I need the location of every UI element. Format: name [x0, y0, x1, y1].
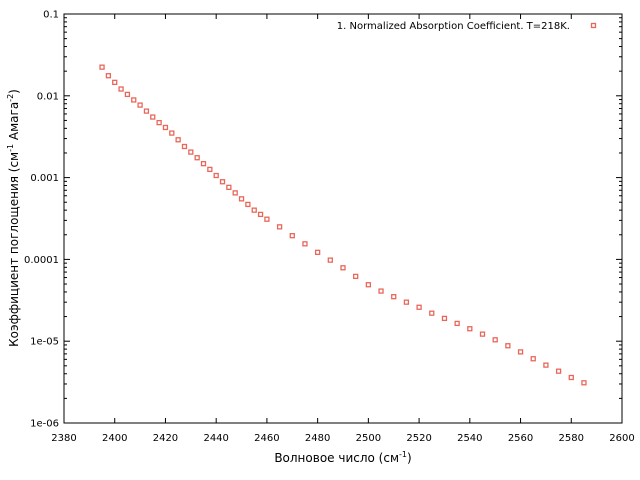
- y-axis-label: Коэффициент поглощения (см-1 Амага-2): [6, 89, 21, 347]
- data-point: [257, 211, 264, 218]
- data-point: [365, 282, 372, 288]
- axis-tick-labels: 2380 2400 2420 2440 2460 2480 2500 2520 2540 2560…: [24, 10, 635, 445]
- data-point: [112, 79, 118, 86]
- x-tick-label: 2520: [406, 433, 431, 444]
- data-point: [403, 299, 410, 305]
- x-axis-label-end: ): [407, 451, 412, 465]
- y-tick-label: 1e-06: [30, 419, 59, 430]
- data-point: [99, 64, 105, 70]
- plot-frame: [63, 13, 623, 424]
- data-point: [378, 288, 384, 294]
- y-tick-label: 1e-05: [30, 337, 59, 348]
- legend-marker: [590, 22, 597, 29]
- data-point: [226, 184, 232, 190]
- y-axis-label-text: Коэффициент поглощения (см: [7, 152, 21, 347]
- data-point: [156, 119, 162, 126]
- data-point: [276, 224, 283, 230]
- data-point: [150, 114, 156, 120]
- data-series: [99, 64, 587, 386]
- y-axis-label-sup2: -2: [6, 94, 15, 102]
- data-point: [143, 108, 150, 114]
- data-point: [467, 326, 473, 332]
- x-tick-label: 2440: [203, 433, 228, 444]
- data-point: [238, 196, 245, 202]
- data-point: [289, 233, 295, 239]
- data-point: [429, 310, 435, 316]
- x-axis-label-text: Волновое число (см: [274, 451, 399, 465]
- x-tick-label: 2460: [254, 433, 279, 444]
- data-point: [517, 349, 524, 355]
- data-point: [353, 273, 359, 280]
- data-point: [314, 249, 321, 255]
- data-point: [568, 374, 574, 381]
- data-point: [188, 149, 194, 155]
- axis-ticks: [63, 13, 623, 424]
- data-point: [200, 161, 207, 167]
- data-point: [555, 368, 562, 374]
- data-point: [327, 257, 333, 263]
- data-point: [118, 86, 124, 92]
- data-point: [232, 190, 238, 196]
- data-point: [492, 337, 498, 343]
- x-tick-label: 2420: [153, 433, 178, 444]
- x-tick-label: 2400: [102, 433, 127, 444]
- data-point: [530, 356, 536, 362]
- data-point: [181, 143, 188, 150]
- data-point: [441, 315, 448, 322]
- y-axis-label-sup1: -1: [6, 144, 15, 152]
- data-point: [207, 166, 213, 173]
- data-point: [302, 241, 308, 247]
- data-point: [340, 265, 346, 271]
- x-axis-label-sup: -1: [399, 450, 407, 459]
- data-point: [137, 102, 143, 108]
- data-point: [213, 172, 219, 179]
- y-axis-label-mid: Амага: [7, 102, 21, 144]
- x-tick-label: 2380: [51, 433, 76, 444]
- data-point: [454, 320, 460, 327]
- data-point: [264, 216, 270, 222]
- data-point: [219, 179, 226, 185]
- y-tick-label: 0.0001: [24, 255, 59, 266]
- data-point: [543, 362, 549, 368]
- y-axis-label-end: ): [7, 89, 21, 94]
- data-point: [245, 201, 251, 208]
- legend: 1. Normalized Absorption Coefficient. T=…: [337, 21, 597, 32]
- y-tick-label: 0.1: [43, 10, 59, 21]
- x-tick-label: 2560: [508, 433, 533, 444]
- data-point: [162, 124, 169, 131]
- data-point: [416, 304, 422, 310]
- data-point: [124, 91, 131, 98]
- data-point: [105, 73, 112, 79]
- x-axis-label: Волновое число (см-1): [274, 450, 411, 465]
- y-tick-label: 0.01: [37, 91, 59, 102]
- data-point: [175, 137, 181, 143]
- x-tick-label: 2480: [305, 433, 330, 444]
- data-point: [505, 343, 511, 349]
- x-tick-label: 2540: [457, 433, 482, 444]
- data-point: [391, 294, 397, 300]
- data-point: [194, 155, 200, 161]
- data-point: [131, 97, 137, 103]
- data-point: [581, 380, 587, 386]
- legend-entry-label: 1. Normalized Absorption Coefficient. T=…: [337, 21, 570, 32]
- x-tick-label: 2500: [356, 433, 381, 444]
- data-point: [479, 331, 486, 337]
- data-point: [169, 130, 175, 136]
- y-tick-label: 0.001: [30, 173, 59, 184]
- x-tick-label: 2580: [559, 433, 584, 444]
- x-tick-label: 2600: [609, 433, 634, 444]
- data-point: [251, 207, 257, 213]
